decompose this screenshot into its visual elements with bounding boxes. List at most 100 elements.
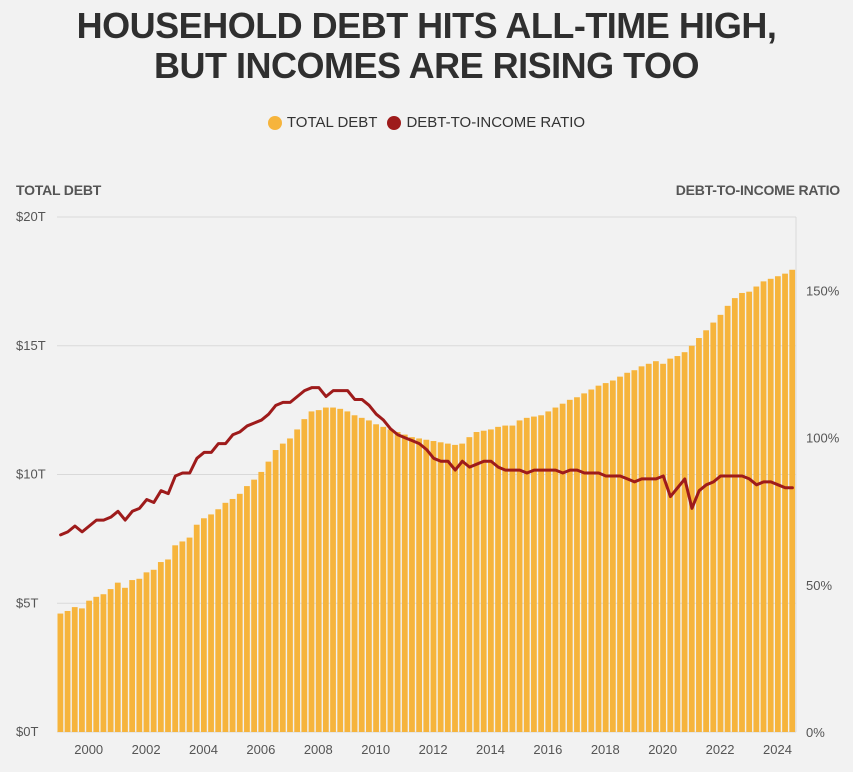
debt-bar [107,589,114,732]
debt-bar [746,291,753,732]
debt-bar [200,518,207,732]
debt-bar [430,441,437,732]
debt-bar [366,420,372,732]
debt-bar [100,594,107,732]
debt-bar [71,607,78,732]
x-tick-label: 2010 [361,742,390,757]
debt-bar [244,486,250,732]
debt-bar [724,305,731,732]
left-tick-label: $10T [16,467,46,482]
debt-bar [538,415,544,732]
left-tick-label: $0T [16,724,38,739]
debt-bar [215,509,222,732]
x-tick-label: 2018 [591,742,620,757]
title-line-1: HOUSEHOLD DEBT HITS ALL-TIME HIGH, [76,5,777,46]
debt-bar [487,429,494,732]
debt-bar [789,269,796,732]
debt-bar [602,383,609,732]
debt-bar [322,407,329,732]
debt-bar [559,403,566,732]
debt-bar [495,426,501,732]
debt-bar [358,417,365,732]
x-tick-label: 2006 [246,742,275,757]
legend-item-total-debt: TOTAL DEBT [267,114,378,131]
debt-bar [373,424,379,732]
debt-bar [64,610,71,732]
debt-bar [638,366,645,732]
x-tick-label: 2014 [476,742,505,757]
debt-bar [330,407,336,732]
debt-bar [287,438,293,732]
title-line-2: BUT INCOMES ARE RISING TOO [153,45,700,86]
debt-bar [143,572,150,732]
legend-item-ratio: DEBT-TO-INCOME RATIO [387,114,585,131]
debt-bar [631,370,638,732]
debt-bar [703,330,710,732]
debt-bar [165,559,171,732]
debt-bar [351,415,358,732]
debt-bar [86,600,92,732]
debt-bar [294,429,301,732]
x-tick-label: 2002 [132,742,161,757]
debt-bar [93,596,100,732]
debt-bar [423,439,430,732]
left-tick-label: $5T [16,595,38,610]
legend: TOTAL DEBT DEBT-TO-INCOME RATIO [0,114,853,131]
debt-bar [502,425,509,732]
x-tick-label: 2000 [74,742,103,757]
debt-bar [186,537,193,732]
ratio-line-layer [59,386,794,537]
debt-bar [179,541,186,732]
debt-bar [380,426,387,732]
debt-bar [717,314,724,732]
debt-bar [236,493,243,732]
chart-title: HOUSEHOLD DEBT HITS ALL-TIME HIGH, BUT I… [0,6,853,86]
debt-bar [265,461,272,732]
legend-label-total-debt: TOTAL DEBT [286,114,378,131]
debt-bar [681,352,688,732]
x-tick-label: 2004 [189,742,218,757]
debt-bar [301,419,308,732]
x-tick-label: 2024 [763,742,792,757]
debt-bar [760,281,767,732]
debt-bar [150,569,157,732]
debt-bars [57,269,796,732]
debt-bar [401,434,408,732]
debt-bar [193,524,200,732]
right-tick-label: 100% [806,431,840,446]
debt-bar [767,278,774,732]
debt-bar [595,385,602,732]
right-tick-label: 50% [806,578,832,593]
debt-bar [731,298,738,732]
debt-bar [129,580,136,732]
debt-bar [660,363,666,732]
debt-bar [208,514,214,732]
right-tick-label: 0% [806,725,825,740]
right-axis-title: DEBT-TO-INCOME RATIO [675,182,840,198]
debt-bar [387,429,394,732]
debt-bar [710,322,717,732]
debt-bar [645,363,652,732]
debt-bar [516,420,523,732]
debt-bar [222,502,229,732]
debt-bar [122,587,128,732]
debt-bar [337,408,344,732]
x-tick-label: 2022 [706,742,735,757]
debt-bar [437,442,444,732]
debt-bar [545,411,552,732]
debt-bar [653,361,659,732]
x-tick-label: 2008 [304,742,333,757]
debt-bar [466,437,473,732]
debt-bar [308,411,315,732]
left-axis-title: TOTAL DEBT [16,182,102,198]
debt-bar [258,471,265,732]
debt-bar [523,417,530,732]
debt-bar [279,443,286,732]
ratio-line [59,386,794,537]
debt-bar [136,578,143,732]
debt-bar [444,443,451,732]
debt-bar [581,393,588,732]
left-tick-label: $20T [16,209,46,224]
x-tick-label: 2016 [533,742,562,757]
